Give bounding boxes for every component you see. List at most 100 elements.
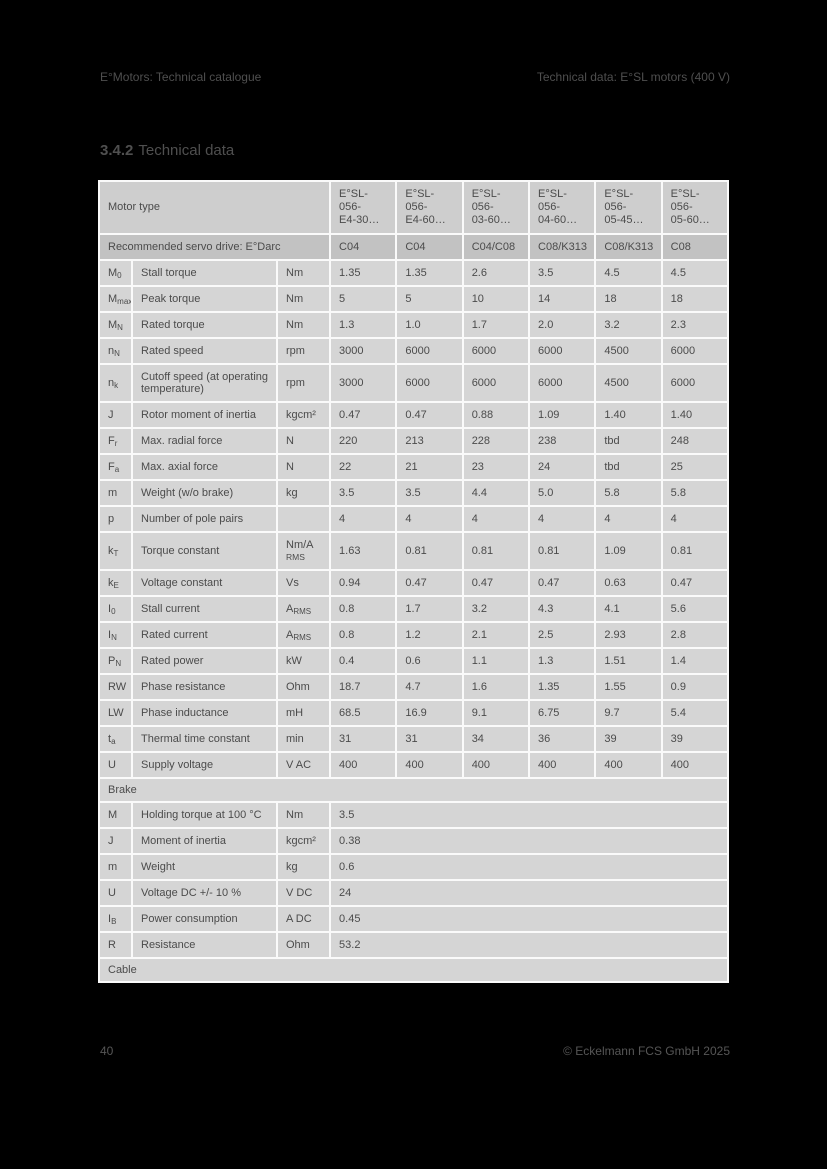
row-unit: Nm [278, 261, 330, 285]
row-unit: mH [278, 701, 330, 725]
row-symbol: J [100, 403, 131, 427]
row-description: Thermal time constant [133, 727, 276, 751]
page-number: 40 [100, 1044, 114, 1058]
row-value: 4500 [596, 365, 661, 401]
row-value: 0.38 [331, 829, 727, 853]
row-value: 400 [397, 753, 462, 777]
servo-drive-value: C04 [331, 235, 396, 259]
row-value: 0.45 [331, 907, 727, 931]
row-symbol: Fa [100, 455, 131, 479]
row-value: 4 [530, 507, 595, 531]
row-description: Power consumption [133, 907, 276, 931]
row-value: 4.7 [397, 675, 462, 699]
row-unit: Vs [278, 571, 330, 595]
row-value: 1.51 [596, 649, 661, 673]
servo-drive-value: C08/K313 [596, 235, 661, 259]
row-value: 1.35 [397, 261, 462, 285]
row-unit: rpm [278, 339, 330, 363]
section-title-text: Technical data [138, 142, 235, 159]
row-value: 4.4 [463, 481, 529, 505]
row-value: 5.0 [530, 481, 595, 505]
row-description: Rated current [133, 623, 276, 647]
row-description: Resistance [133, 933, 276, 957]
row-value: 4500 [596, 339, 661, 363]
row-description: Phase resistance [133, 675, 276, 699]
section-title: 3.4.2 Technical data [100, 142, 234, 160]
row-value: 5.6 [662, 597, 727, 621]
row-value: 2.93 [596, 623, 661, 647]
row-value: 3.2 [596, 313, 661, 337]
row-value: 3.2 [463, 597, 529, 621]
table-row: nk Cutoff speed (at operating temperature… [100, 365, 727, 401]
row-value: 0.47 [463, 571, 529, 595]
row-value: 4 [331, 507, 396, 531]
row-description: Rated speed [133, 339, 276, 363]
row-symbol: PN [100, 649, 131, 673]
section-label: Brake [100, 779, 727, 801]
row-value: 0.6 [331, 855, 727, 879]
table-row: Fr Max. radial force N 220 213 228 238 tbd 248 [100, 429, 727, 453]
table-row: Fa Max. axial force N 22 21 23 24 tbd 25 [100, 455, 727, 479]
table-row: IN Rated current ARMS 0.8 1.2 2.1 2.5 2.93 2.8 [100, 623, 727, 647]
table-row: PN Rated power kW 0.4 0.6 1.1 1.3 1.51 1.4 [100, 649, 727, 673]
row-value: 400 [463, 753, 529, 777]
row-value: 228 [463, 429, 529, 453]
table-row: U Supply voltage V AC 400 400 400 400 400 400 [100, 753, 727, 777]
row-value: 2.3 [662, 313, 727, 337]
row-value: 9.7 [596, 701, 661, 725]
row-value: 39 [662, 727, 727, 751]
section-row: Cable [100, 959, 727, 981]
row-symbol: U [100, 881, 131, 905]
row-value: 10 [463, 287, 529, 311]
table-row: nN Rated speed rpm 3000 6000 6000 6000 4500 6000 [100, 339, 727, 363]
row-symbol: kT [100, 533, 131, 569]
table-row: R Resistance Ohm 53.2 [100, 933, 727, 957]
row-value: 2.6 [463, 261, 529, 285]
row-value: 4 [463, 507, 529, 531]
row-unit: ARMS [278, 623, 330, 647]
row-value: 31 [331, 727, 396, 751]
row-value: 0.4 [331, 649, 396, 673]
row-value: 0.47 [331, 403, 396, 427]
row-symbol: p [100, 507, 131, 531]
row-description: Rated torque [133, 313, 276, 337]
row-description: Weight [133, 855, 276, 879]
row-symbol: I0 [100, 597, 131, 621]
row-value: 3000 [331, 365, 396, 401]
row-value: 1.2 [397, 623, 462, 647]
row-symbol: MN [100, 313, 131, 337]
motor-column-header: E°SL-056- 05-60… [662, 182, 727, 233]
row-value: 400 [662, 753, 727, 777]
row-symbol: m [100, 855, 131, 879]
table-row: LW Phase inductance mH 68.5 16.9 9.1 6.75 9.7 5.… [100, 701, 727, 725]
row-value: 34 [463, 727, 529, 751]
table-row: M0 Stall torque Nm 1.35 1.35 2.6 3.5 4.5 4.5 [100, 261, 727, 285]
row-value: 6000 [397, 365, 462, 401]
row-description: Stall current [133, 597, 276, 621]
row-unit: kg [278, 855, 330, 879]
table-row: Mmax Peak torque Nm 5 5 10 14 18 18 [100, 287, 727, 311]
row-value: 3.5 [331, 481, 396, 505]
row-value: 1.7 [397, 597, 462, 621]
row-value: 0.94 [331, 571, 396, 595]
table-row: RW Phase resistance Ohm 18.7 4.7 1.6 1.35 1.55 0… [100, 675, 727, 699]
row-value: 1.3 [331, 313, 396, 337]
table-row: ta Thermal time constant min 31 31 34 36 39 39 [100, 727, 727, 751]
row-value: 6000 [463, 365, 529, 401]
row-symbol: IN [100, 623, 131, 647]
row-description: Holding torque at 100 °C [133, 803, 276, 827]
row-symbol: M [100, 803, 131, 827]
row-description: Voltage constant [133, 571, 276, 595]
row-value: 1.7 [463, 313, 529, 337]
row-value: 0.8 [331, 597, 396, 621]
row-value: 1.1 [463, 649, 529, 673]
row-value: 400 [331, 753, 396, 777]
row-unit: V AC [278, 753, 330, 777]
table-body: M0 Stall torque Nm 1.35 1.35 2.6 3.5 4.5 4.5 Mmax… [100, 261, 727, 981]
header-row: Motor type E°SL-056- E4-30… E°SL-056- E4-60…… [100, 182, 727, 233]
row-value: 22 [331, 455, 396, 479]
row-unit: Nm [278, 287, 330, 311]
motor-column-header: E°SL-056- 04-60… [530, 182, 595, 233]
table-row: IB Power consumption A DC 0.45 [100, 907, 727, 931]
row-value: tbd [596, 455, 661, 479]
